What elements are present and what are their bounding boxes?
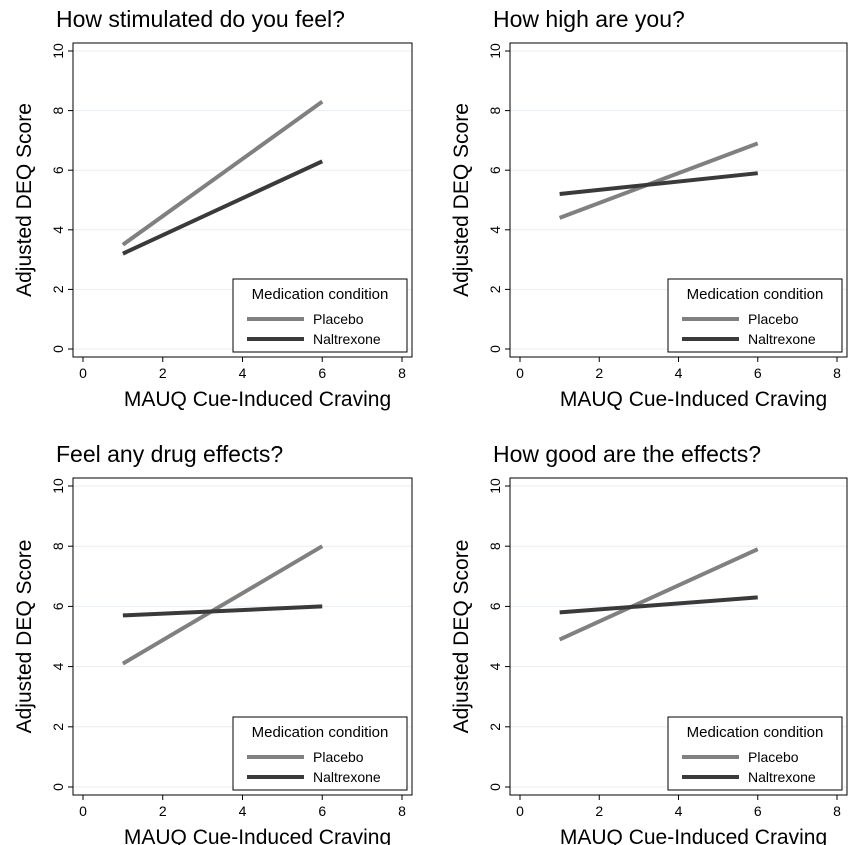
x-tick-label: 4 <box>675 365 683 381</box>
y-tick-label: 2 <box>50 285 66 293</box>
chart-title: How stimulated do you feel? <box>56 6 345 32</box>
series-line-placebo <box>558 141 759 220</box>
y-tick-label: 6 <box>50 166 66 174</box>
y-tick-label: 0 <box>487 345 503 353</box>
x-tick-label: 2 <box>595 365 603 381</box>
y-tick-label: 4 <box>50 226 66 234</box>
x-axis-label: MAUQ Cue-Induced Craving <box>560 388 827 411</box>
y-tick-label: 0 <box>50 345 66 353</box>
y-axis-label: Adjusted DEQ Score <box>13 540 36 734</box>
x-tick-label: 4 <box>239 803 247 819</box>
x-tick-label: 6 <box>754 365 762 381</box>
chart-panel-2: 0 2 4 6 8 10 0 2 4 6 8 How high are you? MAUQ Cue-In… <box>450 6 848 411</box>
series-line-naltrexone <box>122 604 323 618</box>
chart-panel-3: 0 2 4 6 8 10 0 2 4 6 8 Feel any drug effects? MAUQ C… <box>13 441 413 845</box>
y-tick-label: 8 <box>487 542 503 550</box>
y-tick-label: 2 <box>487 723 503 731</box>
y-tick-label: 2 <box>50 723 66 731</box>
y-tick-label: 0 <box>487 783 503 791</box>
y-tick-label: 4 <box>487 662 503 670</box>
x-tick-label: 6 <box>318 803 326 819</box>
y-tick-label: 6 <box>50 602 66 610</box>
y-tick-label: 8 <box>487 106 503 114</box>
y-tick-label: 2 <box>487 285 503 293</box>
y-tick-label: 10 <box>487 43 503 59</box>
series-line-placebo <box>121 100 324 247</box>
series-line-placebo <box>121 544 324 666</box>
y-tick-label: 10 <box>50 478 66 494</box>
series-line-naltrexone <box>122 159 324 256</box>
x-tick-label: 2 <box>595 803 603 819</box>
y-tick-label: 6 <box>487 602 503 610</box>
chart-panel-4: 0 2 4 6 8 10 0 2 4 6 8 How good are the effects? MAU… <box>450 441 848 845</box>
y-axis-label: Adjusted DEQ Score <box>450 103 473 297</box>
legend-label-naltrexone: Naltrexone <box>748 769 816 785</box>
series-line-naltrexone <box>559 595 758 615</box>
legend-label-naltrexone: Naltrexone <box>313 769 381 785</box>
legend: Medication condition Placebo Naltrexone <box>232 716 408 791</box>
chart-title: Feel any drug effects? <box>56 441 283 467</box>
y-tick-label: 4 <box>50 662 66 670</box>
legend-label-placebo: Placebo <box>748 749 799 765</box>
chart-title: How good are the effects? <box>493 441 761 467</box>
chart-title: How high are you? <box>493 6 685 32</box>
y-axis-label: Adjusted DEQ Score <box>13 103 36 297</box>
x-tick-label: 0 <box>516 365 524 381</box>
x-tick-label: 2 <box>159 803 167 819</box>
legend-label-naltrexone: Naltrexone <box>748 331 816 347</box>
legend-title: Medication condition <box>687 286 824 303</box>
chart-panel-1: 0 2 4 6 8 10 0 2 4 6 8 How stimulated do you feel? M… <box>13 6 413 411</box>
series-line-placebo <box>558 547 759 642</box>
y-tick-label: 8 <box>50 106 66 114</box>
x-tick-label: 4 <box>675 803 683 819</box>
legend: Medication condition Placebo Naltrexone <box>232 278 408 353</box>
legend-label-placebo: Placebo <box>313 749 364 765</box>
y-axis-label: Adjusted DEQ Score <box>450 540 473 734</box>
x-tick-label: 8 <box>833 365 841 381</box>
legend-title: Medication condition <box>252 286 389 303</box>
x-tick-label: 6 <box>754 803 762 819</box>
x-axis-label: MAUQ Cue-Induced Craving <box>124 826 391 845</box>
x-tick-label: 8 <box>398 365 406 381</box>
legend-label-placebo: Placebo <box>313 311 364 327</box>
y-tick-label: 6 <box>487 166 503 174</box>
x-tick-label: 2 <box>159 365 167 381</box>
x-tick-label: 0 <box>516 803 524 819</box>
x-tick-label: 8 <box>833 803 841 819</box>
x-tick-label: 0 <box>79 365 87 381</box>
legend-title: Medication condition <box>687 724 824 741</box>
y-tick-label: 8 <box>50 542 66 550</box>
y-tick-label: 10 <box>50 43 66 59</box>
legend-title: Medication condition <box>252 724 389 741</box>
legend: Medication condition Placebo Naltrexone <box>667 278 843 353</box>
y-tick-label: 4 <box>487 226 503 234</box>
x-tick-label: 4 <box>239 365 247 381</box>
x-axis-label: MAUQ Cue-Induced Craving <box>560 826 827 845</box>
legend-label-naltrexone: Naltrexone <box>313 331 381 347</box>
legend-label-placebo: Placebo <box>748 311 799 327</box>
legend: Medication condition Placebo Naltrexone <box>667 716 843 791</box>
x-tick-label: 8 <box>398 803 406 819</box>
x-tick-label: 0 <box>79 803 87 819</box>
series-line-naltrexone <box>559 171 758 197</box>
y-tick-label: 0 <box>50 783 66 791</box>
x-axis-label: MAUQ Cue-Induced Craving <box>124 388 391 411</box>
y-tick-label: 10 <box>487 478 503 494</box>
x-tick-label: 6 <box>318 365 326 381</box>
